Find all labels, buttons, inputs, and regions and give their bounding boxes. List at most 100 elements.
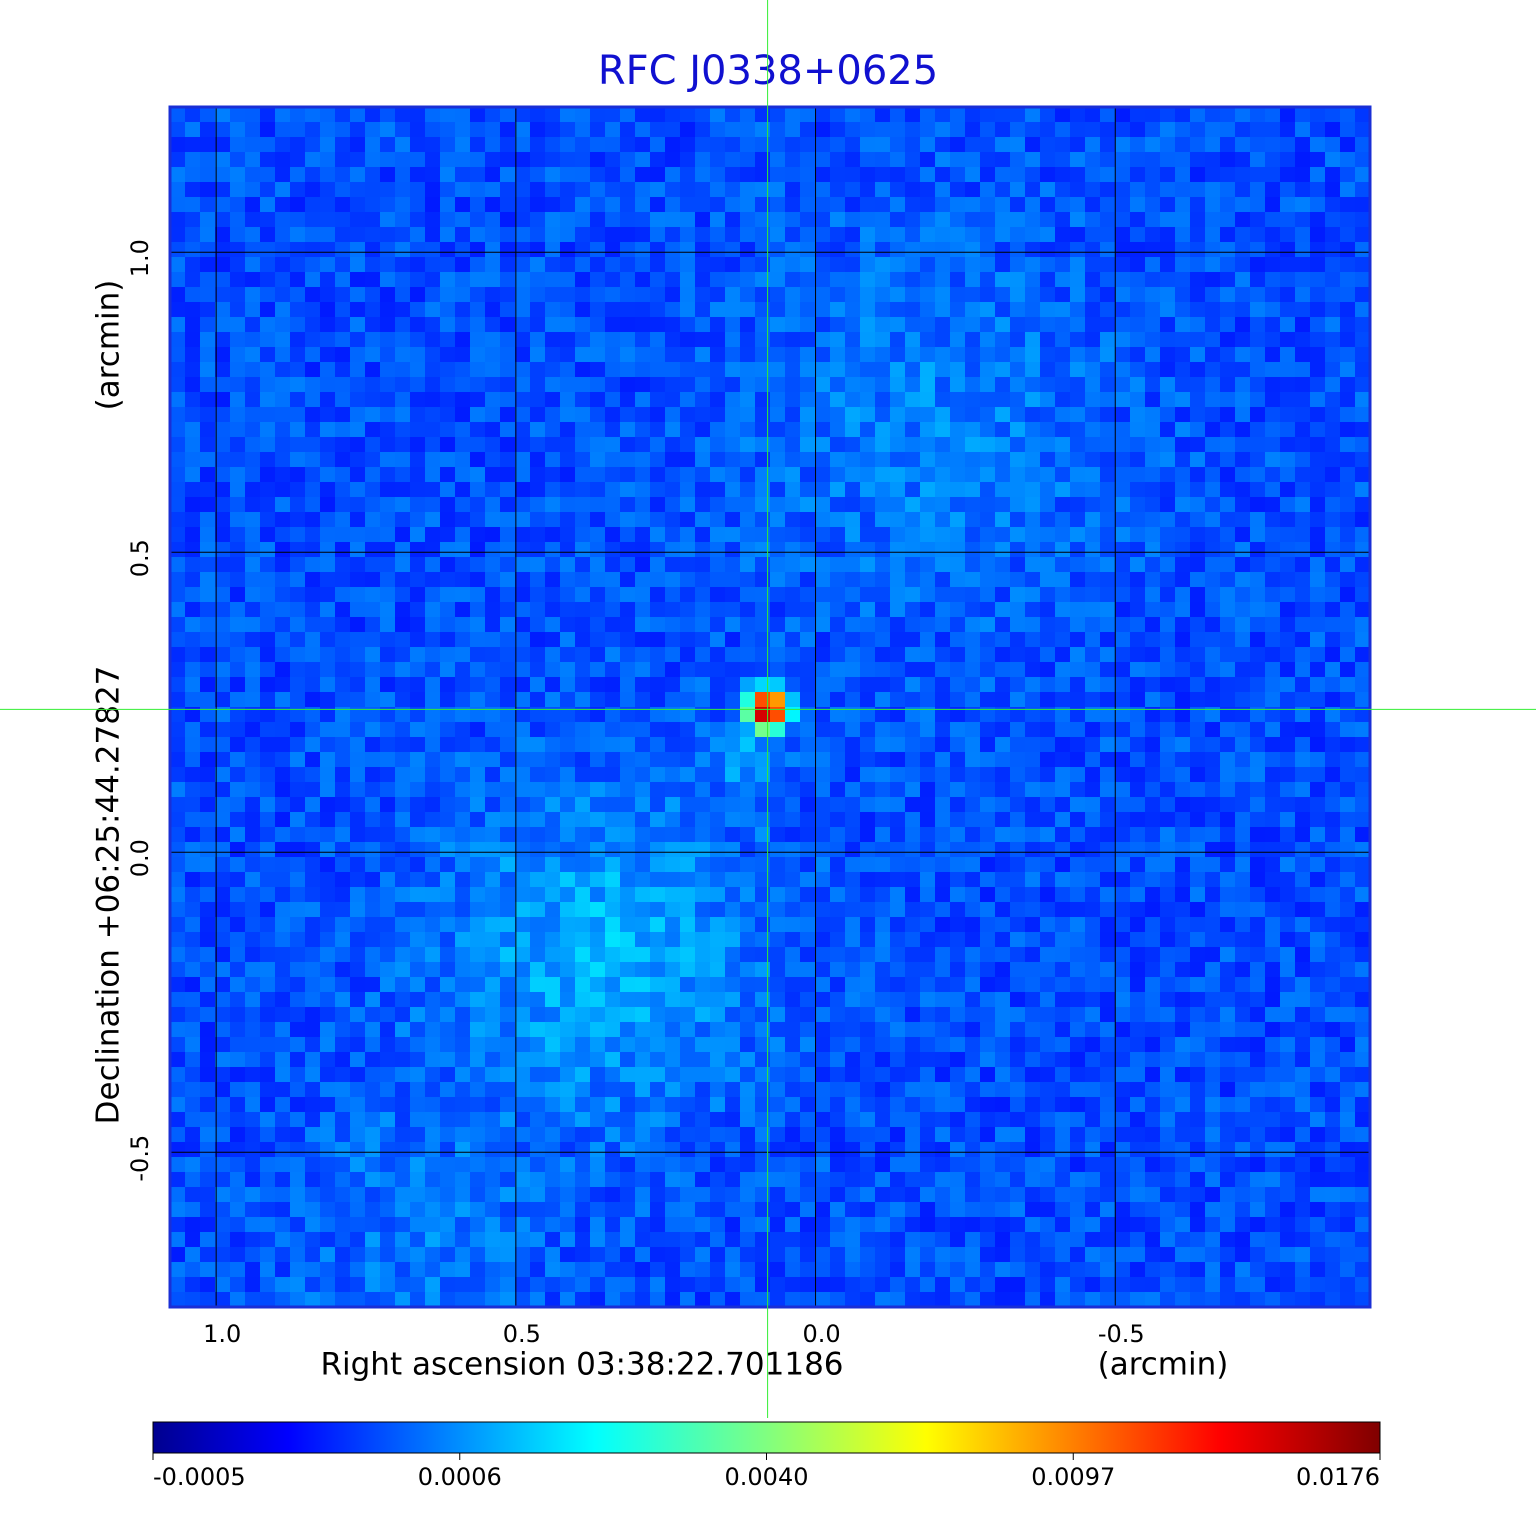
image-pixel bbox=[1295, 1022, 1311, 1038]
image-pixel bbox=[1175, 542, 1191, 558]
image-pixel bbox=[1070, 122, 1086, 138]
image-pixel bbox=[545, 497, 561, 513]
image-pixel bbox=[1100, 182, 1116, 198]
image-pixel bbox=[1235, 122, 1251, 138]
image-pixel bbox=[530, 392, 546, 408]
image-pixel bbox=[185, 977, 201, 993]
image-pixel bbox=[1130, 677, 1146, 693]
image-pixel bbox=[665, 1007, 681, 1023]
image-pixel bbox=[710, 692, 726, 708]
image-pixel bbox=[1115, 1007, 1131, 1023]
image-pixel bbox=[695, 902, 711, 918]
image-pixel bbox=[1235, 1022, 1251, 1038]
image-pixel bbox=[1040, 617, 1056, 633]
image-pixel bbox=[1265, 377, 1281, 393]
image-pixel bbox=[290, 632, 306, 648]
image-pixel bbox=[1250, 992, 1266, 1008]
image-pixel bbox=[410, 332, 426, 348]
image-pixel bbox=[770, 962, 786, 978]
image-pixel bbox=[995, 767, 1011, 783]
image-pixel bbox=[935, 602, 951, 618]
image-pixel bbox=[980, 407, 996, 423]
image-pixel bbox=[1265, 107, 1281, 123]
image-pixel bbox=[1205, 977, 1221, 993]
image-pixel bbox=[410, 1037, 426, 1053]
image-pixel bbox=[395, 917, 411, 933]
image-pixel bbox=[875, 377, 891, 393]
image-pixel bbox=[620, 887, 636, 903]
image-pixel bbox=[1145, 632, 1161, 648]
image-pixel bbox=[1145, 437, 1161, 453]
image-pixel bbox=[350, 992, 366, 1008]
image-pixel bbox=[935, 677, 951, 693]
image-pixel bbox=[185, 317, 201, 333]
image-pixel bbox=[725, 992, 741, 1008]
image-pixel bbox=[935, 122, 951, 138]
image-pixel bbox=[965, 932, 981, 948]
image-pixel bbox=[665, 497, 681, 513]
image-pixel bbox=[335, 872, 351, 888]
image-pixel bbox=[890, 677, 906, 693]
image-pixel bbox=[425, 272, 441, 288]
image-pixel bbox=[320, 842, 336, 858]
image-pixel bbox=[1325, 722, 1341, 738]
image-pixel bbox=[410, 647, 426, 663]
image-pixel bbox=[995, 857, 1011, 873]
image-pixel bbox=[1220, 947, 1236, 963]
image-pixel bbox=[815, 602, 831, 618]
image-pixel bbox=[1190, 1007, 1206, 1023]
image-pixel bbox=[320, 677, 336, 693]
image-pixel bbox=[1070, 692, 1086, 708]
image-pixel bbox=[545, 752, 561, 768]
image-pixel bbox=[500, 347, 516, 363]
image-pixel bbox=[245, 767, 261, 783]
image-pixel bbox=[725, 632, 741, 648]
image-pixel bbox=[260, 677, 276, 693]
image-pixel bbox=[800, 602, 816, 618]
image-pixel bbox=[290, 287, 306, 303]
image-pixel bbox=[305, 857, 321, 873]
image-pixel bbox=[830, 467, 846, 483]
image-pixel bbox=[365, 422, 381, 438]
image-pixel bbox=[200, 212, 216, 228]
image-pixel bbox=[935, 497, 951, 513]
image-pixel bbox=[995, 992, 1011, 1008]
image-pixel bbox=[1265, 1007, 1281, 1023]
image-pixel bbox=[725, 242, 741, 258]
image-pixel bbox=[1355, 347, 1370, 363]
image-pixel bbox=[920, 782, 936, 798]
image-pixel bbox=[545, 1022, 561, 1038]
image-pixel bbox=[215, 857, 231, 873]
image-pixel bbox=[365, 467, 381, 483]
image-pixel bbox=[875, 497, 891, 513]
image-pixel bbox=[710, 992, 726, 1008]
image-pixel bbox=[695, 782, 711, 798]
image-pixel bbox=[650, 422, 666, 438]
image-pixel bbox=[590, 962, 606, 978]
image-pixel bbox=[965, 227, 981, 243]
image-pixel bbox=[845, 227, 861, 243]
image-pixel bbox=[1205, 377, 1221, 393]
image-pixel bbox=[200, 497, 216, 513]
image-pixel bbox=[395, 497, 411, 513]
image-pixel bbox=[170, 467, 186, 483]
image-pixel bbox=[1340, 272, 1356, 288]
image-pixel bbox=[1250, 827, 1266, 843]
image-pixel bbox=[1280, 1007, 1296, 1023]
image-pixel bbox=[335, 512, 351, 528]
image-pixel bbox=[1310, 797, 1326, 813]
image-pixel bbox=[1205, 212, 1221, 228]
image-pixel bbox=[785, 662, 801, 678]
image-pixel bbox=[1295, 977, 1311, 993]
image-pixel bbox=[395, 452, 411, 468]
image-pixel bbox=[185, 137, 201, 153]
image-pixel bbox=[1145, 827, 1161, 843]
image-pixel bbox=[395, 362, 411, 378]
image-pixel bbox=[905, 257, 921, 273]
image-pixel bbox=[410, 722, 426, 738]
image-pixel bbox=[365, 287, 381, 303]
image-pixel bbox=[425, 917, 441, 933]
image-pixel bbox=[545, 977, 561, 993]
image-pixel bbox=[1055, 347, 1071, 363]
image-pixel bbox=[770, 857, 786, 873]
